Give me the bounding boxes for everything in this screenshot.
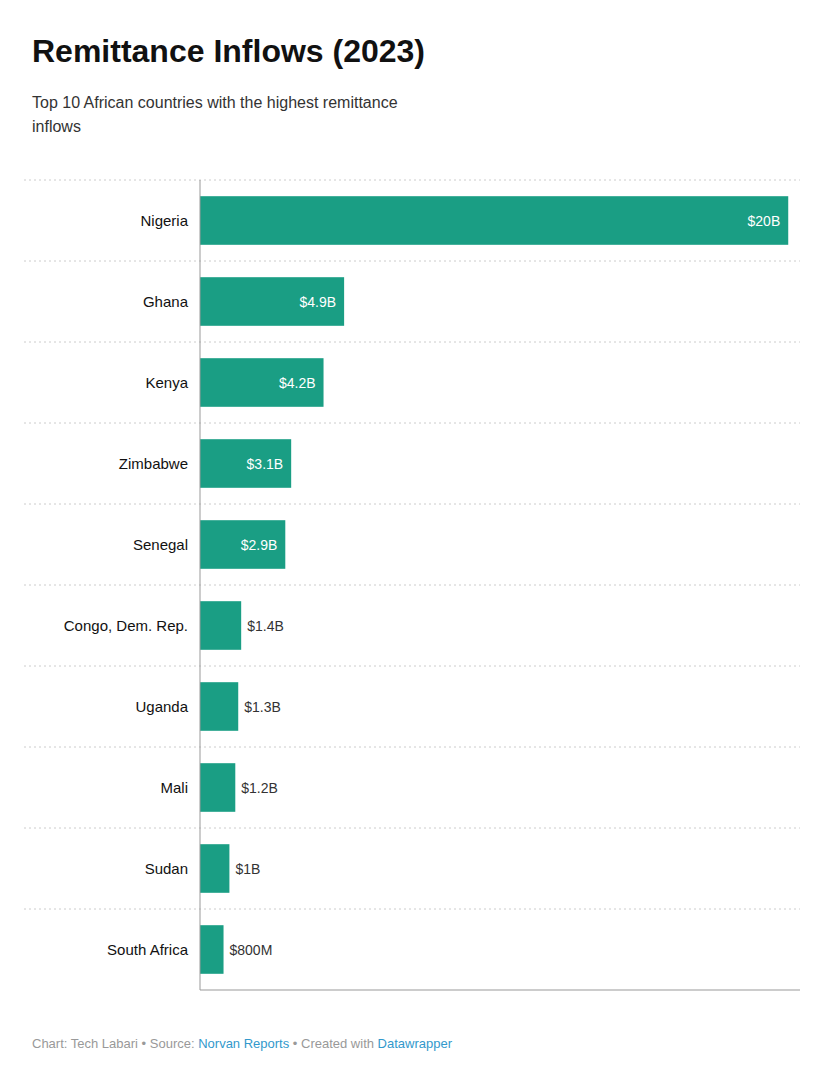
category-label: South Africa xyxy=(107,941,189,958)
bar xyxy=(200,682,238,731)
row-divider xyxy=(24,585,800,586)
data-label: $3.1B xyxy=(247,456,284,472)
data-label: $2.9B xyxy=(241,537,278,553)
chart-svg: Remittance Inflows (2023) Top 10 African … xyxy=(0,0,822,1080)
bars xyxy=(200,196,788,974)
data-label: $800M xyxy=(230,942,273,958)
row-divider xyxy=(24,909,800,910)
category-label: Kenya xyxy=(145,374,188,391)
bar xyxy=(200,439,291,488)
row-divider xyxy=(24,828,800,829)
data-label: $4.2B xyxy=(279,375,316,391)
data-label: $4.9B xyxy=(300,294,337,310)
bar xyxy=(200,520,285,569)
footer: Chart: Tech Labari • Source: Norvan Repo… xyxy=(32,1036,453,1051)
footer-text: Chart: Tech Labari • Source: xyxy=(32,1036,198,1051)
category-label: Senegal xyxy=(133,536,188,553)
chart-container: Remittance Inflows (2023) Top 10 African … xyxy=(0,0,822,1080)
bar xyxy=(200,763,235,812)
data-label: $1B xyxy=(235,861,260,877)
bar xyxy=(200,277,344,326)
footer-link: Norvan Reports xyxy=(198,1036,290,1051)
data-labels: $20B $4.9B $4.2B $3.1B $2.9B $1.4B $1.3B $1.2B $… xyxy=(230,213,781,958)
footer-text: • Created with xyxy=(289,1036,377,1051)
row-divider xyxy=(24,423,800,424)
bar xyxy=(200,358,324,407)
row-dividers xyxy=(24,180,800,909)
x-axis-line xyxy=(200,990,800,991)
category-label: Congo, Dem. Rep. xyxy=(64,617,188,634)
bar xyxy=(200,925,224,974)
category-label: Mali xyxy=(160,779,188,796)
row-divider xyxy=(24,747,800,748)
data-label: $1.2B xyxy=(241,780,278,796)
subtitle-line: inflows xyxy=(32,118,81,135)
background xyxy=(0,0,822,1080)
title: Remittance Inflows (2023) xyxy=(32,33,425,69)
row-divider xyxy=(24,504,800,505)
category-label: Uganda xyxy=(135,698,188,715)
y-axis-line xyxy=(200,180,201,990)
bar xyxy=(200,601,241,650)
row-divider xyxy=(24,666,800,667)
data-label: $20B xyxy=(748,213,781,229)
category-label: Sudan xyxy=(145,860,188,877)
row-divider xyxy=(24,342,800,343)
data-label: $1.3B xyxy=(244,699,281,715)
category-label: Ghana xyxy=(143,293,189,310)
row-divider xyxy=(24,180,800,181)
data-label: $1.4B xyxy=(247,618,284,634)
bar xyxy=(200,196,788,245)
category-label: Nigeria xyxy=(140,212,188,229)
subtitle-line: Top 10 African countries with the highes… xyxy=(32,94,398,111)
row-divider xyxy=(24,261,800,262)
footer-link: Datawrapper xyxy=(378,1036,453,1051)
bar xyxy=(200,844,229,893)
subtitle: Top 10 African countries with the highes… xyxy=(32,94,398,135)
y-tick-labels: Nigeria Ghana Kenya Zimbabwe Senegal Congo, D… xyxy=(64,212,189,958)
category-label: Zimbabwe xyxy=(119,455,188,472)
